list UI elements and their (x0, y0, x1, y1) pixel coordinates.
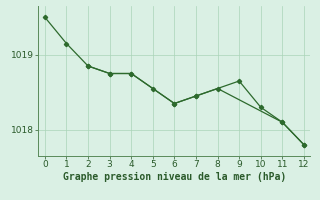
X-axis label: Graphe pression niveau de la mer (hPa): Graphe pression niveau de la mer (hPa) (63, 172, 286, 182)
